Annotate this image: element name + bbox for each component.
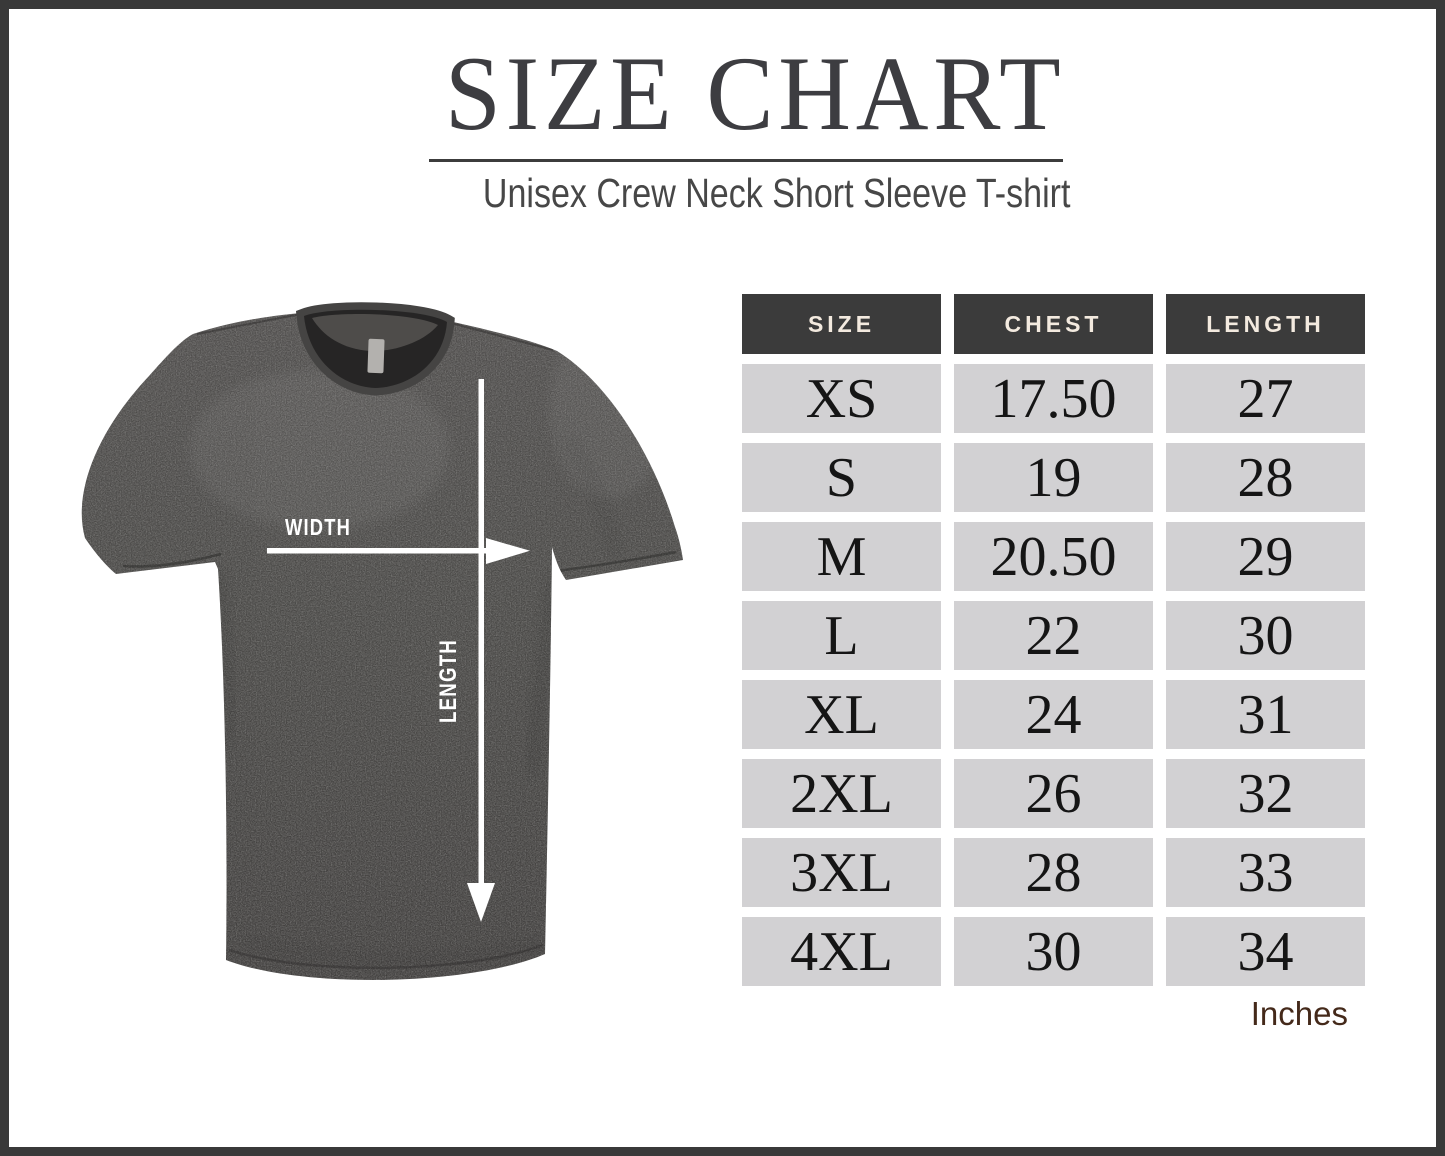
cell-chest: 20.50: [954, 522, 1153, 591]
cell-size: M: [742, 522, 941, 591]
cell-length: 30: [1166, 601, 1365, 670]
length-label: LENGTH: [435, 639, 462, 723]
cell-length: 28: [1166, 443, 1365, 512]
size-table: SIZE CHEST LENGTH XS 17.50 27 S 19 28 M …: [742, 294, 1365, 986]
column-header-size: SIZE: [742, 294, 941, 354]
cell-length: 31: [1166, 680, 1365, 749]
width-label: WIDTH: [285, 514, 351, 540]
cell-chest: 30: [954, 917, 1153, 986]
column-header-length: LENGTH: [1166, 294, 1365, 354]
cell-chest: 19: [954, 443, 1153, 512]
cell-chest: 17.50: [954, 364, 1153, 433]
cell-size: XS: [742, 364, 941, 433]
unit-label: Inches: [1250, 995, 1348, 1032]
column-header-chest: CHEST: [954, 294, 1153, 354]
cell-chest: 22: [954, 601, 1153, 670]
measure-arrows: WIDTH LENGTH: [267, 379, 530, 922]
cell-length: 27: [1166, 364, 1365, 433]
cell-size: 3XL: [742, 838, 941, 907]
cell-size: S: [742, 443, 941, 512]
cell-size: XL: [742, 680, 941, 749]
width-arrow-head-icon: [486, 538, 530, 564]
tshirt-graphic: [81, 302, 683, 980]
cell-size: 2XL: [742, 759, 941, 828]
tshirt-diagram: WIDTH LENGTH: [81, 302, 683, 980]
length-arrow-line: [478, 379, 484, 885]
title-underline: [429, 159, 1063, 162]
inner-back-collar: [312, 313, 438, 352]
cell-length: 33: [1166, 838, 1365, 907]
length-arrow-head-icon: [467, 883, 495, 922]
cell-length: 34: [1166, 917, 1365, 986]
cell-length: 29: [1166, 522, 1365, 591]
page-subtitle: Unisex Crew Neck Short Sleeve T-shirt: [482, 170, 1071, 216]
width-arrow-line: [267, 548, 488, 554]
cell-chest: 28: [954, 838, 1153, 907]
cell-length: 32: [1166, 759, 1365, 828]
cell-size: 4XL: [742, 917, 941, 986]
cell-size: L: [742, 601, 941, 670]
cell-chest: 24: [954, 680, 1153, 749]
cell-chest: 26: [954, 759, 1153, 828]
collar-tag: [367, 338, 385, 374]
page-title: SIZE CHART: [444, 35, 1066, 152]
chart-header: SIZE CHART Unisex Crew Neck Short Sleeve…: [429, 9, 1071, 216]
